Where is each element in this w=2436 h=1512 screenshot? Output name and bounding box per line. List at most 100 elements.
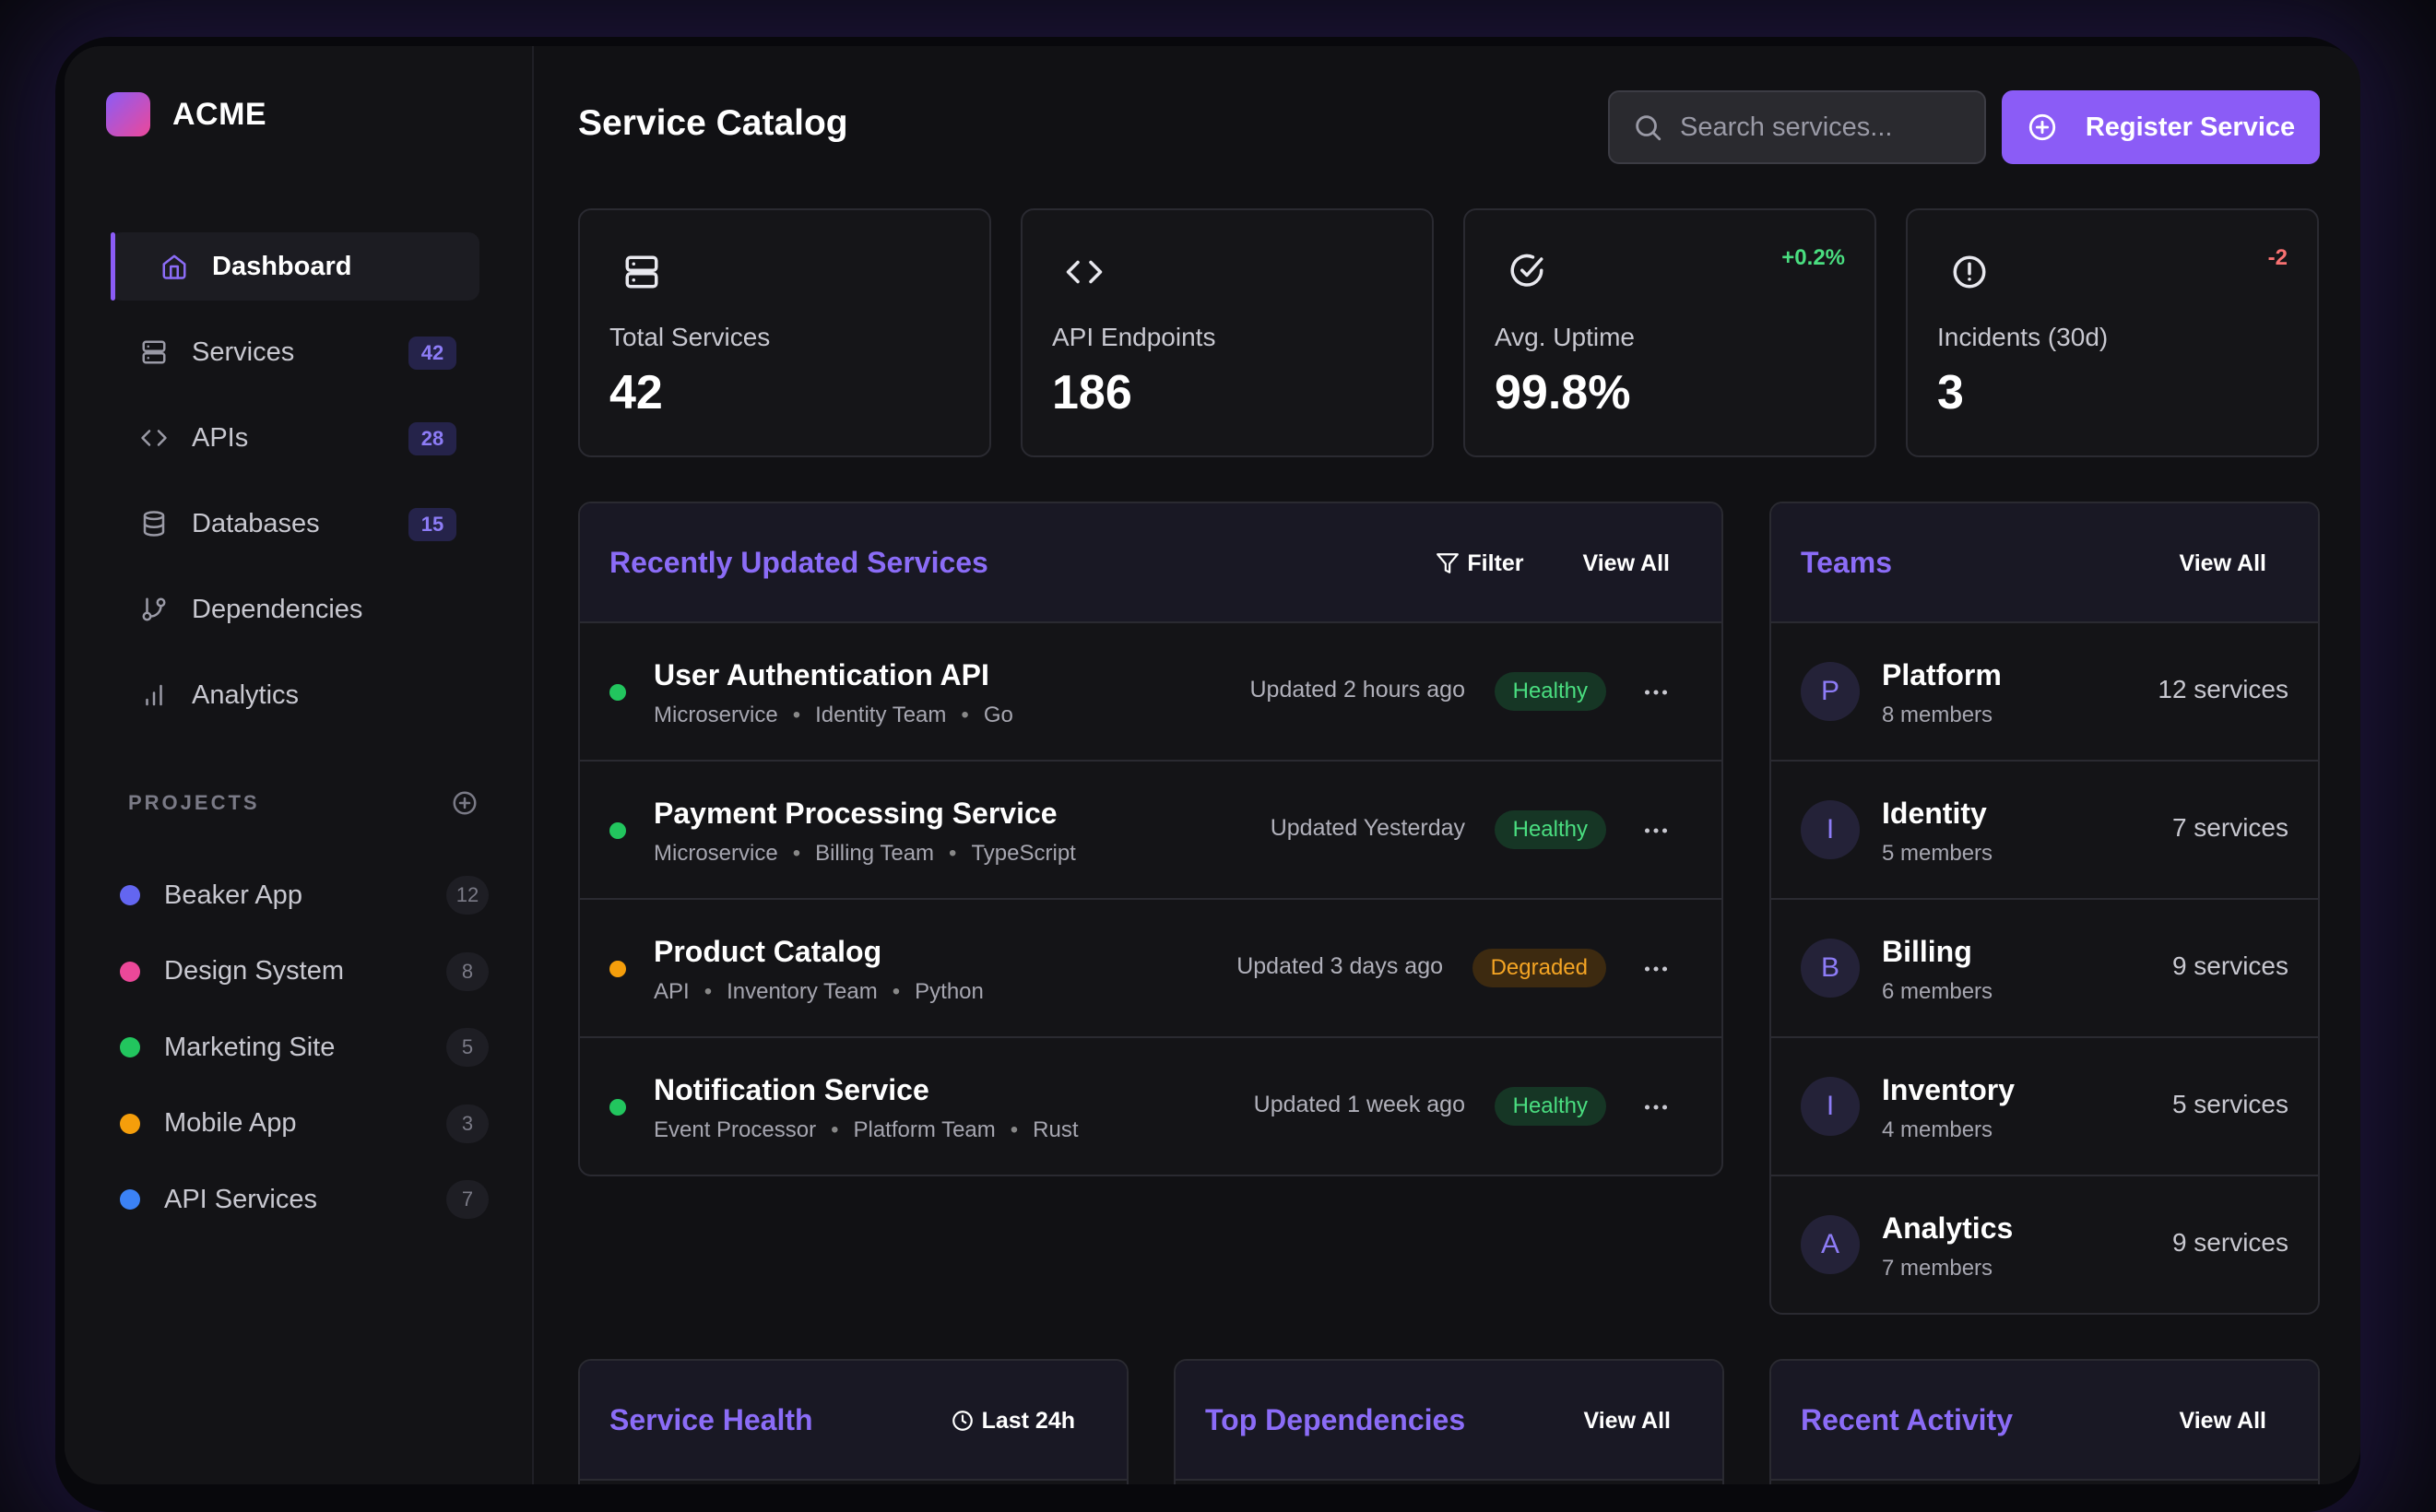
code-icon: [1065, 253, 1104, 291]
team-row[interactable]: B Billing 6 members 9 services: [1771, 900, 2318, 1038]
view-all-button[interactable]: View All: [2179, 1407, 2266, 1434]
register-service-button[interactable]: Register Service: [2002, 90, 2320, 164]
team-row[interactable]: I Inventory 4 members 5 services: [1771, 1038, 2318, 1176]
team-members: 7 members: [1882, 1256, 1993, 1281]
avatar: A: [1801, 1215, 1860, 1274]
team-row[interactable]: A Analytics 7 members 9 services: [1771, 1176, 2318, 1313]
project-design-system[interactable]: Design System 8: [120, 934, 489, 1010]
panel-header: Recently Updated Services Filter View Al…: [580, 503, 1721, 623]
service-team: Inventory Team: [727, 979, 878, 1004]
sidebar-item-analytics[interactable]: Analytics: [111, 661, 479, 729]
service-name[interactable]: Notification Service: [654, 1073, 929, 1106]
view-all-button[interactable]: View All: [2179, 549, 2266, 576]
filter-icon: [1437, 553, 1460, 573]
status-badge: Healthy: [1494, 810, 1606, 849]
team-name[interactable]: Inventory: [1882, 1073, 2016, 1106]
sidebar-item-dependencies[interactable]: Dependencies: [111, 575, 479, 644]
project-mobile-app[interactable]: Mobile App 3: [120, 1086, 489, 1163]
project-label: Design System: [164, 956, 345, 986]
service-name[interactable]: User Authentication API: [654, 658, 989, 691]
server-icon: [138, 337, 170, 368]
sidebar-item-databases[interactable]: Databases 15: [111, 490, 479, 558]
service-name[interactable]: Payment Processing Service: [654, 797, 1058, 830]
projects-header: PROJECTS: [128, 789, 479, 817]
stat-card-avg-uptime: +0.2% Avg. Uptime 99.8%: [1463, 208, 1876, 457]
stat-value: 42: [609, 366, 663, 419]
team-service-count: 7 services: [2171, 813, 2288, 842]
services-count-badge: 42: [408, 337, 456, 370]
team-name[interactable]: Platform: [1882, 658, 2002, 691]
filter-button[interactable]: Filter: [1436, 550, 1524, 577]
stat-label: Incidents (30d): [1937, 323, 2109, 351]
sidebar-item-services[interactable]: Services 42: [111, 318, 479, 386]
alert-circle-icon: [1950, 253, 1989, 291]
page-title: Service Catalog: [578, 103, 848, 143]
sidebar-item-label: Dashboard: [212, 251, 352, 281]
server-icon: [622, 253, 661, 291]
project-beaker-app[interactable]: Beaker App 12: [120, 857, 489, 934]
service-row[interactable]: Product Catalog API • Inventory Team • Pytho…: [580, 900, 1721, 1038]
service-row[interactable]: User Authentication API Microservice • Ide…: [580, 623, 1721, 762]
service-language: Python: [915, 979, 984, 1004]
service-row[interactable]: Notification Service Event Processor • Pla…: [580, 1038, 1721, 1175]
team-members: 6 members: [1882, 979, 1993, 1004]
bar-chart-icon: [138, 679, 170, 711]
logo-mark: [106, 92, 150, 136]
stat-label: API Endpoints: [1052, 323, 1216, 351]
service-updated: Updated 1 week ago: [1253, 1092, 1465, 1117]
service-language: Go: [983, 703, 1013, 727]
sidebar-nav: Dashboard Services 42 APIs 28 D: [111, 232, 479, 747]
project-count: 3: [446, 1104, 489, 1143]
team-name[interactable]: Analytics: [1882, 1211, 2014, 1245]
team-row[interactable]: P Platform 8 members 12 services: [1771, 623, 2318, 762]
add-project-icon[interactable]: [451, 789, 479, 817]
sidebar: ACME Dashboard Services 42 APIs: [65, 46, 534, 1484]
project-count: 5: [446, 1028, 489, 1067]
logo[interactable]: ACME: [106, 92, 266, 136]
service-type: Microservice: [654, 841, 778, 866]
sidebar-item-dashboard[interactable]: Dashboard: [111, 232, 479, 301]
view-all-button[interactable]: View All: [1583, 1407, 1671, 1434]
panel-header: Teams View All: [1771, 503, 2318, 623]
sidebar-item-label: Databases: [192, 508, 320, 538]
panel-actions: View All: [2121, 503, 2266, 623]
view-all-button[interactable]: View All: [1582, 549, 1670, 576]
service-row[interactable]: Payment Processing Service Microservice •…: [580, 762, 1721, 900]
team-name[interactable]: Identity: [1882, 797, 1987, 830]
panel-actions: View All: [1525, 1361, 1671, 1481]
sidebar-item-apis[interactable]: APIs 28: [111, 404, 479, 472]
project-color-dot: [120, 1037, 140, 1058]
recent-services-panel: Recently Updated Services Filter View Al…: [578, 502, 1723, 1176]
projects-list: Beaker App 12 Design System 8 Marketing …: [120, 857, 489, 1238]
logo-text: ACME: [172, 96, 267, 132]
project-label: Beaker App: [164, 880, 302, 910]
more-options-icon[interactable]: [1638, 1090, 1673, 1125]
service-health-panel: Service Health Last 24h: [578, 1359, 1129, 1484]
databases-count-badge: 15: [408, 508, 456, 541]
time-range-button[interactable]: Last 24h: [951, 1408, 1075, 1435]
status-badge: Healthy: [1494, 1087, 1606, 1126]
app-window: ACME Dashboard Services 42 APIs: [65, 46, 2360, 1484]
database-icon: [138, 508, 170, 539]
panel-header: Service Health Last 24h: [580, 1361, 1127, 1481]
team-members: 5 members: [1882, 841, 1993, 866]
service-language: Rust: [1033, 1117, 1079, 1142]
apis-count-badge: 28: [408, 422, 456, 455]
team-service-count: 9 services: [2171, 1228, 2288, 1257]
project-api-services[interactable]: API Services 7: [120, 1162, 489, 1238]
search-input[interactable]: Search services...: [1608, 90, 1986, 164]
team-service-count: 12 services: [2158, 675, 2288, 703]
service-team: Identity Team: [815, 703, 947, 727]
clock-icon: [952, 1411, 973, 1431]
project-color-dot: [120, 961, 140, 982]
more-options-icon[interactable]: [1638, 675, 1673, 710]
team-name[interactable]: Billing: [1882, 935, 1972, 968]
more-options-icon[interactable]: [1638, 813, 1673, 848]
project-marketing-site[interactable]: Marketing Site 5: [120, 1010, 489, 1086]
service-meta: Microservice • Identity Team • Go: [654, 703, 1013, 727]
team-row[interactable]: I Identity 5 members 7 services: [1771, 762, 2318, 900]
service-name[interactable]: Product Catalog: [654, 935, 882, 968]
more-options-icon[interactable]: [1638, 951, 1673, 986]
teams-panel: Teams View All P Platform 8 members 12 s…: [1769, 502, 2320, 1315]
panel-header: Top Dependencies View All: [1176, 1361, 1722, 1481]
